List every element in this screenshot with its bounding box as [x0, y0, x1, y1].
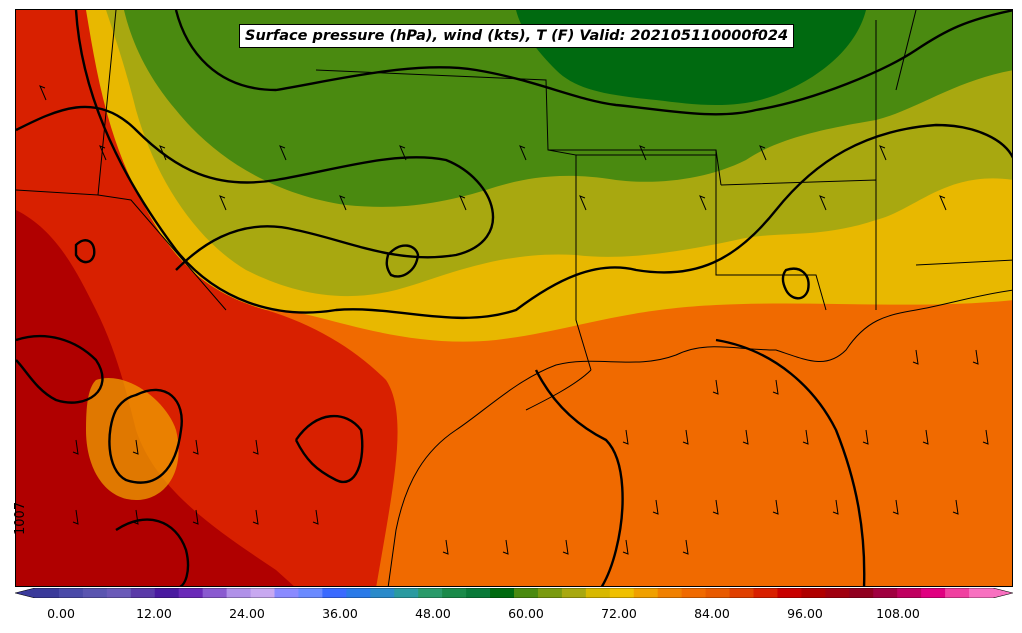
colorbar-segment	[705, 588, 731, 598]
colorbar-tick-label: 60.00	[508, 606, 544, 621]
colorbar-segment	[897, 588, 922, 598]
colorbar-segment	[537, 588, 563, 598]
colorbar-extend-low	[15, 588, 35, 598]
coastline	[387, 289, 1012, 586]
colorbar-segment	[945, 588, 970, 598]
colorbar-segment	[657, 588, 683, 598]
colorbar-segment	[490, 588, 515, 598]
colorbar-tick-label: 84.00	[694, 606, 730, 621]
colorbar-tick-label: 0.00	[47, 606, 75, 621]
colorbar-segment	[561, 588, 587, 598]
colorbar-segment	[729, 588, 754, 598]
colorbar-segment	[130, 588, 156, 598]
colorbar-segment	[202, 588, 228, 598]
colorbar-segment	[322, 588, 347, 598]
colorbar-segment	[969, 588, 994, 598]
colorbar-segment	[346, 588, 371, 598]
colorbar-segment	[633, 588, 659, 598]
colorbar-segment	[801, 588, 826, 598]
colorbar-segment	[466, 588, 491, 598]
colorbar-segment	[753, 588, 778, 598]
colorbar-tick-label: 36.00	[322, 606, 358, 621]
temperature-hotspot	[86, 378, 179, 500]
colorbar-segment	[82, 588, 108, 598]
colorbar-segment	[921, 588, 946, 598]
colorbar-segment	[777, 588, 802, 598]
map-canvas	[16, 10, 1012, 586]
colorbar-segment	[418, 588, 443, 598]
colorbar-tick-label: 24.00	[229, 606, 265, 621]
colorbar-tick-label: 48.00	[415, 606, 451, 621]
isobar-value-label: 1007	[13, 501, 28, 535]
colorbar-segment	[226, 588, 252, 598]
colorbar-segment	[106, 588, 132, 598]
colorbar-tick-label: 12.00	[136, 606, 172, 621]
colorbar-segment	[873, 588, 898, 598]
colorbar-tick-label: 108.00	[876, 606, 920, 621]
colorbar-segment	[298, 588, 323, 598]
colorbar-segment	[394, 588, 419, 598]
colorbar-extend-high	[993, 588, 1013, 598]
colorbar-segment	[58, 588, 84, 598]
colorbar-segment	[442, 588, 467, 598]
wind-barbs	[39, 85, 989, 555]
colorbar-segment	[274, 588, 299, 598]
temperature-field-dark-red	[16, 210, 294, 586]
colorbar-segment	[514, 588, 539, 598]
isobars	[16, 10, 1012, 586]
colorbar-segment	[370, 588, 395, 598]
colorbar-segment	[825, 588, 850, 598]
colorbar-segment	[681, 588, 707, 598]
colorbar-segment	[609, 588, 635, 598]
colorbar-tick-label: 72.00	[601, 606, 637, 621]
colorbar-segment	[178, 588, 204, 598]
colorbar-segment	[250, 588, 275, 598]
colorbar-segment	[585, 588, 611, 598]
colorbar-tick-labels: 0.00 12.00 24.00 36.00 48.00 60.00 72.00…	[0, 606, 1022, 626]
weather-map: Surface pressure (hPa), wind (kts), T (F…	[15, 9, 1013, 587]
colorbar-tick-label: 96.00	[787, 606, 823, 621]
state-borders	[16, 10, 1012, 371]
colorbar-segment	[849, 588, 874, 598]
colorbar	[15, 588, 1013, 598]
map-title: Surface pressure (hPa), wind (kts), T (F…	[239, 24, 795, 48]
colorbar-segment	[154, 588, 180, 598]
colorbar-segment	[35, 588, 60, 598]
